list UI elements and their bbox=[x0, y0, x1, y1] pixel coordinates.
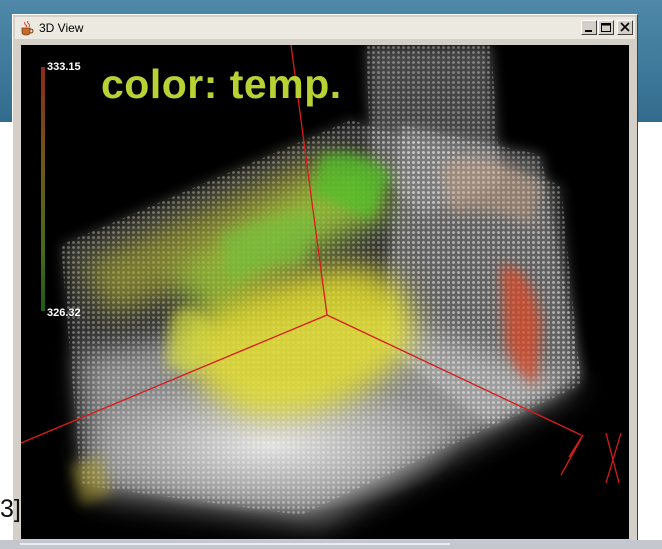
color-legend-bar bbox=[41, 67, 45, 311]
slide-text-fragment: 3] bbox=[0, 495, 21, 523]
close-icon bbox=[620, 22, 630, 32]
minimize-icon bbox=[585, 30, 592, 32]
title-bar[interactable]: 3D View bbox=[15, 17, 635, 39]
window-title: 3D View bbox=[39, 21, 84, 35]
legend-max-value: 333.15 bbox=[47, 61, 81, 73]
color-variable-label: color: temp. bbox=[101, 61, 342, 107]
volume-render-scene bbox=[21, 45, 622, 525]
3d-view-window[interactable]: 3D View bbox=[12, 14, 638, 544]
legend-min-value: 326.32 bbox=[47, 307, 81, 319]
coordinate-axes bbox=[21, 45, 622, 484]
java-cup-icon bbox=[21, 20, 34, 36]
temperature-field bbox=[71, 152, 541, 505]
maximize-button[interactable] bbox=[598, 20, 614, 35]
slide-bottom-line bbox=[20, 543, 450, 545]
minimize-button[interactable] bbox=[581, 20, 597, 35]
3d-viewport[interactable]: 333.15 326.32 color: temp. bbox=[21, 45, 629, 539]
close-button[interactable] bbox=[617, 20, 633, 35]
maximize-icon bbox=[601, 23, 611, 32]
